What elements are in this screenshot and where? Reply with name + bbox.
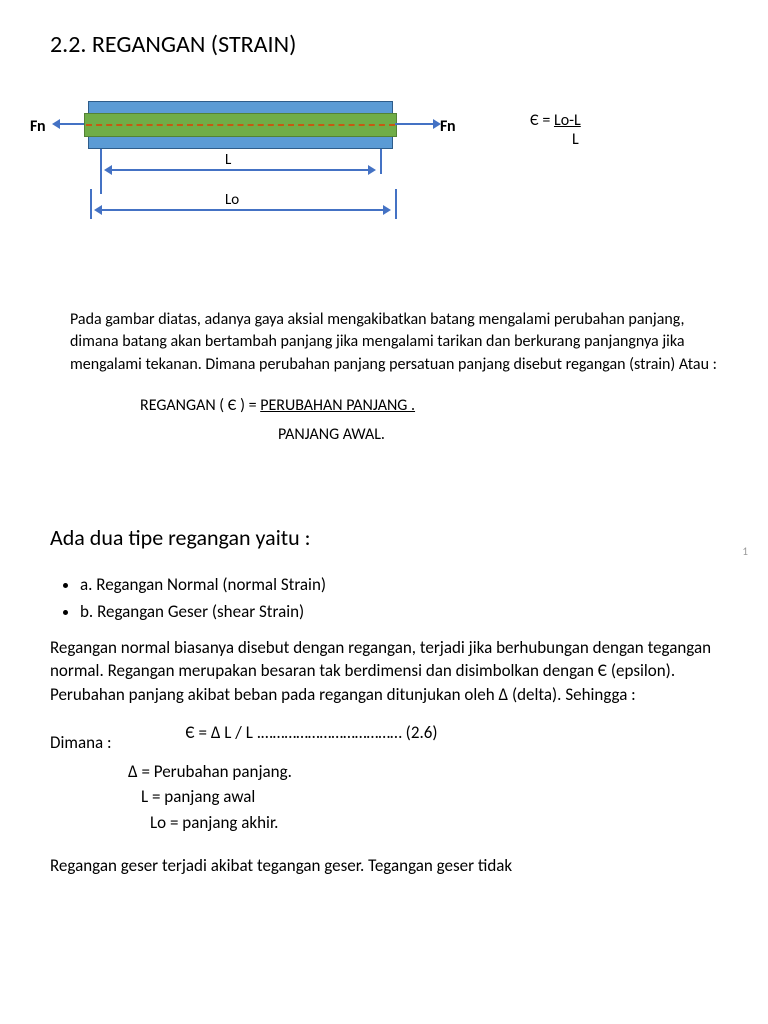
formula-denominator: L [530, 130, 581, 149]
normal-strain-paragraph: Regangan normal biasanya disebut dengan … [50, 636, 718, 707]
definition-denominator: PANJANG AWAL. [278, 425, 718, 444]
arrow-right-icon [395, 123, 435, 125]
tick-icon [90, 189, 92, 219]
page-number: 1 [742, 545, 748, 558]
formula-lhs: Є = [530, 111, 550, 130]
dimension-Lo-arrow [100, 209, 385, 211]
force-label-right: Fn [440, 117, 456, 136]
dimension-L-label: L [225, 151, 231, 169]
section-heading: Ada dua tipe regangan yaitu : [50, 524, 718, 551]
definition-numerator: PERUBAHAN PANJANG . [260, 396, 415, 415]
arrow-left-icon [58, 123, 86, 125]
strain-diagram: Fn Fn L Lo Є = Lo-L L [50, 99, 718, 279]
dimension-Lo-label: Lo [225, 191, 239, 209]
tick-icon [380, 149, 382, 174]
definition-L: L = panjang awal [50, 784, 718, 810]
where-block: Dimana : Є = Δ L / L .……………………………… (2.6) [50, 732, 718, 753]
paragraph-text: Regangan normal biasanya disebut dengan … [50, 636, 718, 707]
tick-icon [100, 149, 102, 194]
dimension-L-arrow [110, 169, 370, 171]
cutoff-text: Regangan geser terjadi akibat tegangan g… [50, 855, 718, 876]
strain-formula: Є = Lo-L L [530, 111, 581, 149]
list-item: b. Regangan Geser (shear Strain) [80, 598, 718, 625]
strain-types-section: Ada dua tipe regangan yaitu : a. Reganga… [50, 524, 718, 876]
force-label-left: Fn [30, 117, 46, 136]
definition-Lo: Lo = panjang akhir. [50, 810, 718, 836]
tick-icon [395, 189, 397, 219]
centerline-icon [86, 124, 395, 126]
section-title: 2.2. REGANGAN (STRAIN) [50, 30, 718, 59]
definition-delta: Δ = Perubahan panjang. [50, 759, 718, 785]
strain-types-list: a. Regangan Normal (normal Strain) b. Re… [80, 571, 718, 625]
definition-lhs: REGANGAN ( Є ) = [140, 396, 257, 415]
formula-numerator: Lo-L [554, 111, 581, 130]
strain-definition: REGANGAN ( Є ) = PERUBAHAN PANJANG . [140, 396, 718, 415]
where-label: Dimana : [50, 732, 112, 753]
list-item: a. Regangan Normal (normal Strain) [80, 571, 718, 598]
explanation-paragraph: Pada gambar diatas, adanya gaya aksial m… [70, 309, 718, 376]
equation-2-6: Є = Δ L / L .……………………………… (2.6) [115, 722, 437, 743]
